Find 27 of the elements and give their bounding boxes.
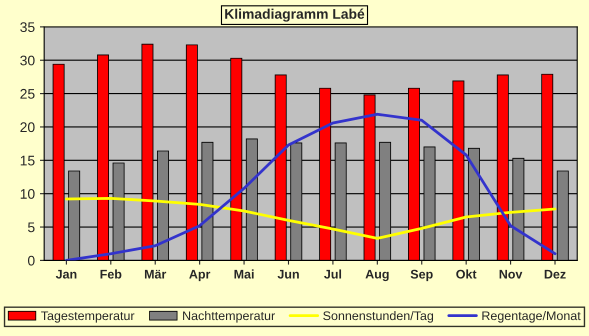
x-tick-label: Aug <box>365 270 389 282</box>
y-tick-label: 30 <box>20 56 35 66</box>
x-tick-label: Feb <box>100 269 122 279</box>
legend-label: Tagestemperatur <box>41 311 134 323</box>
y-tick-label: 10 <box>20 189 35 199</box>
x-tick-label: Nov <box>500 270 522 279</box>
x-tick-label: Jan <box>56 270 76 279</box>
x-tick-label: Mär <box>144 270 166 279</box>
x-tick-label: Jul <box>324 269 342 279</box>
x-tick-label: Dez <box>544 270 566 279</box>
legend-label: Nachttemperatur <box>183 310 275 323</box>
line-series <box>64 196 556 240</box>
y-tick-label: 35 <box>20 22 35 32</box>
legend-label: Sonnenstunden/Tag <box>323 310 434 323</box>
x-tick-label: Apr <box>189 270 210 282</box>
y-tick-label: 15 <box>20 156 35 166</box>
line-series <box>64 112 556 260</box>
x-tick-label: Mai <box>234 269 254 279</box>
y-tick-label: 0 <box>28 256 35 266</box>
x-tick-label: Okt <box>456 269 476 279</box>
y-tick-label: 5 <box>28 222 35 232</box>
y-tick-label: 20 <box>20 122 35 132</box>
x-tick-label: Jun <box>278 270 299 279</box>
legend-label: Regentage/Monat <box>482 310 581 323</box>
chart-title: Klimadiagramm Labé <box>225 8 364 22</box>
x-tick-label: Sep <box>410 270 433 282</box>
y-tick-label: 25 <box>20 88 35 99</box>
